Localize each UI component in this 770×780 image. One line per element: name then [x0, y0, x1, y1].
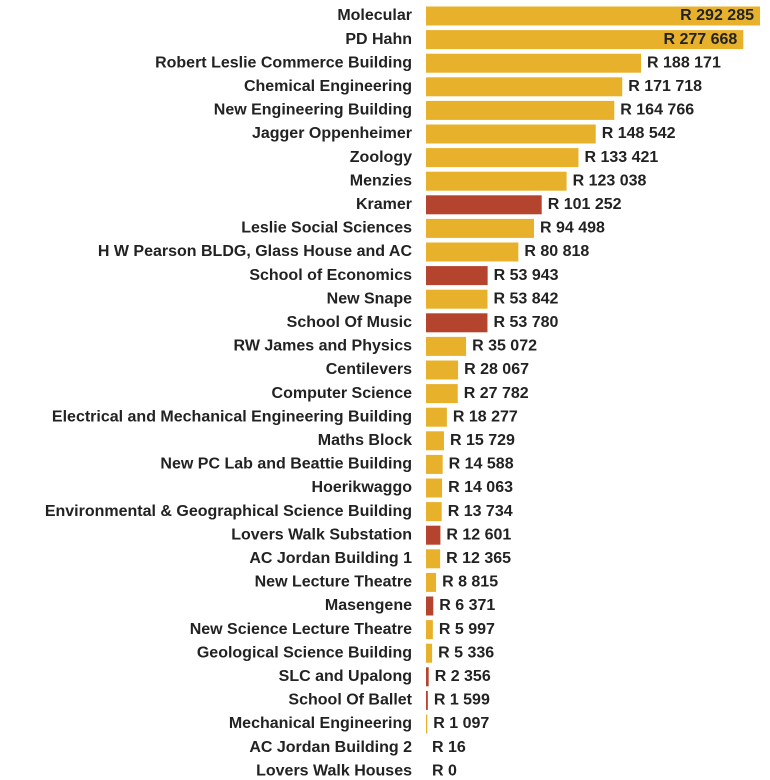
- value-label: R 15 729: [450, 432, 515, 449]
- category-label: Leslie Social Sciences: [241, 220, 412, 237]
- value-label: R 12 601: [446, 526, 511, 543]
- value-label: R 18 277: [453, 408, 518, 425]
- category-label: Environmental & Geographical Science Bui…: [45, 503, 412, 520]
- category-label: Jagger Oppenheimer: [252, 125, 412, 142]
- value-label: R 12 365: [446, 550, 511, 567]
- value-label: R 35 072: [472, 338, 537, 355]
- bar: [426, 667, 429, 687]
- value-label: R 53 842: [494, 290, 559, 307]
- bar: [426, 478, 443, 498]
- bar: [426, 454, 443, 474]
- value-label: R 53 780: [493, 314, 558, 331]
- category-label: New Science Lecture Theatre: [190, 621, 412, 638]
- category-label: New Lecture Theatre: [255, 574, 412, 591]
- bar: [426, 6, 760, 26]
- category-label: PD Hahn: [345, 31, 412, 48]
- category-label: Computer Science: [272, 385, 413, 402]
- value-label: R 0: [432, 762, 457, 779]
- category-label: Masengene: [325, 597, 412, 614]
- bar: [426, 690, 428, 710]
- bar: [426, 124, 596, 144]
- category-label: School Of Music: [287, 314, 412, 331]
- category-label: Molecular: [337, 7, 412, 24]
- value-label: R 13 734: [448, 503, 513, 520]
- bar: [426, 549, 441, 569]
- category-label: New PC Lab and Beattie Building: [160, 456, 412, 473]
- value-label: R 14 588: [449, 456, 514, 473]
- bar: [426, 30, 744, 50]
- category-label: Hoerikwaggo: [312, 479, 413, 496]
- category-label: Zoology: [350, 149, 412, 166]
- bar: [426, 360, 459, 380]
- value-label: R 2 356: [435, 668, 491, 685]
- value-label: R 123 038: [573, 172, 647, 189]
- category-label: School Of Ballet: [288, 692, 412, 709]
- bar: [426, 195, 542, 215]
- value-label: R 27 782: [464, 385, 529, 402]
- value-label: R 1 599: [434, 692, 490, 709]
- bar: [426, 643, 433, 663]
- value-label: R 188 171: [647, 54, 721, 71]
- bar: [426, 525, 441, 545]
- category-label: SLC and Upalong: [279, 668, 412, 685]
- value-label: R 171 718: [628, 78, 702, 95]
- bar: [426, 596, 434, 616]
- value-label: R 53 943: [494, 267, 559, 284]
- value-label: R 14 063: [448, 479, 513, 496]
- bar: [426, 502, 442, 522]
- value-label: R 292 285: [680, 7, 754, 24]
- bar: [426, 148, 579, 168]
- value-label: R 8 815: [442, 574, 498, 591]
- category-label: RW James and Physics: [234, 338, 413, 355]
- category-label: Lovers Walk Houses: [256, 762, 412, 779]
- bar: [426, 620, 433, 640]
- bar: [426, 53, 642, 73]
- bar: [426, 289, 488, 309]
- value-label: R 5 997: [439, 621, 495, 638]
- value-label: R 101 252: [548, 196, 622, 213]
- category-label: Kramer: [356, 196, 412, 213]
- bar: [426, 77, 623, 97]
- category-label: Centilevers: [326, 361, 412, 378]
- category-label: AC Jordan Building 1: [249, 550, 412, 567]
- value-label: R 6 371: [439, 597, 495, 614]
- value-label: R 80 818: [524, 243, 589, 260]
- bar: [426, 714, 428, 734]
- bar: [426, 100, 615, 120]
- bar: [426, 313, 488, 333]
- category-label: Chemical Engineering: [244, 78, 412, 95]
- bar: [426, 407, 447, 427]
- value-label: R 164 766: [620, 102, 694, 119]
- category-label: School of Economics: [249, 267, 412, 284]
- value-label: R 133 421: [584, 149, 658, 166]
- category-label: Maths Block: [318, 432, 412, 449]
- value-label: R 277 668: [663, 31, 737, 48]
- category-label: Mechanical Engineering: [229, 715, 412, 732]
- category-label: Electrical and Mechanical Engineering Bu…: [52, 408, 412, 425]
- value-label: R 94 498: [540, 220, 605, 237]
- bar: [426, 384, 458, 404]
- value-label: R 16: [432, 739, 466, 756]
- category-label: H W Pearson BLDG, Glass House and AC: [98, 243, 413, 260]
- bar: [426, 171, 567, 191]
- category-label: New Engineering Building: [214, 102, 412, 119]
- value-label: R 5 336: [438, 644, 494, 661]
- category-label: Geological Science Building: [197, 644, 412, 661]
- category-label: Lovers Walk Substation: [231, 526, 412, 543]
- value-label: R 1 097: [433, 715, 489, 732]
- bar: [426, 242, 519, 262]
- category-label: Menzies: [350, 172, 412, 189]
- bar: [426, 572, 437, 592]
- bar: [426, 336, 467, 356]
- category-label: Robert Leslie Commerce Building: [155, 54, 412, 71]
- category-label: New Snape: [327, 290, 412, 307]
- category-label: AC Jordan Building 2: [249, 739, 412, 756]
- bar: [426, 431, 444, 451]
- value-label: R 28 067: [464, 361, 529, 378]
- bar: [426, 218, 534, 238]
- value-label: R 148 542: [602, 125, 676, 142]
- bar: [426, 266, 488, 286]
